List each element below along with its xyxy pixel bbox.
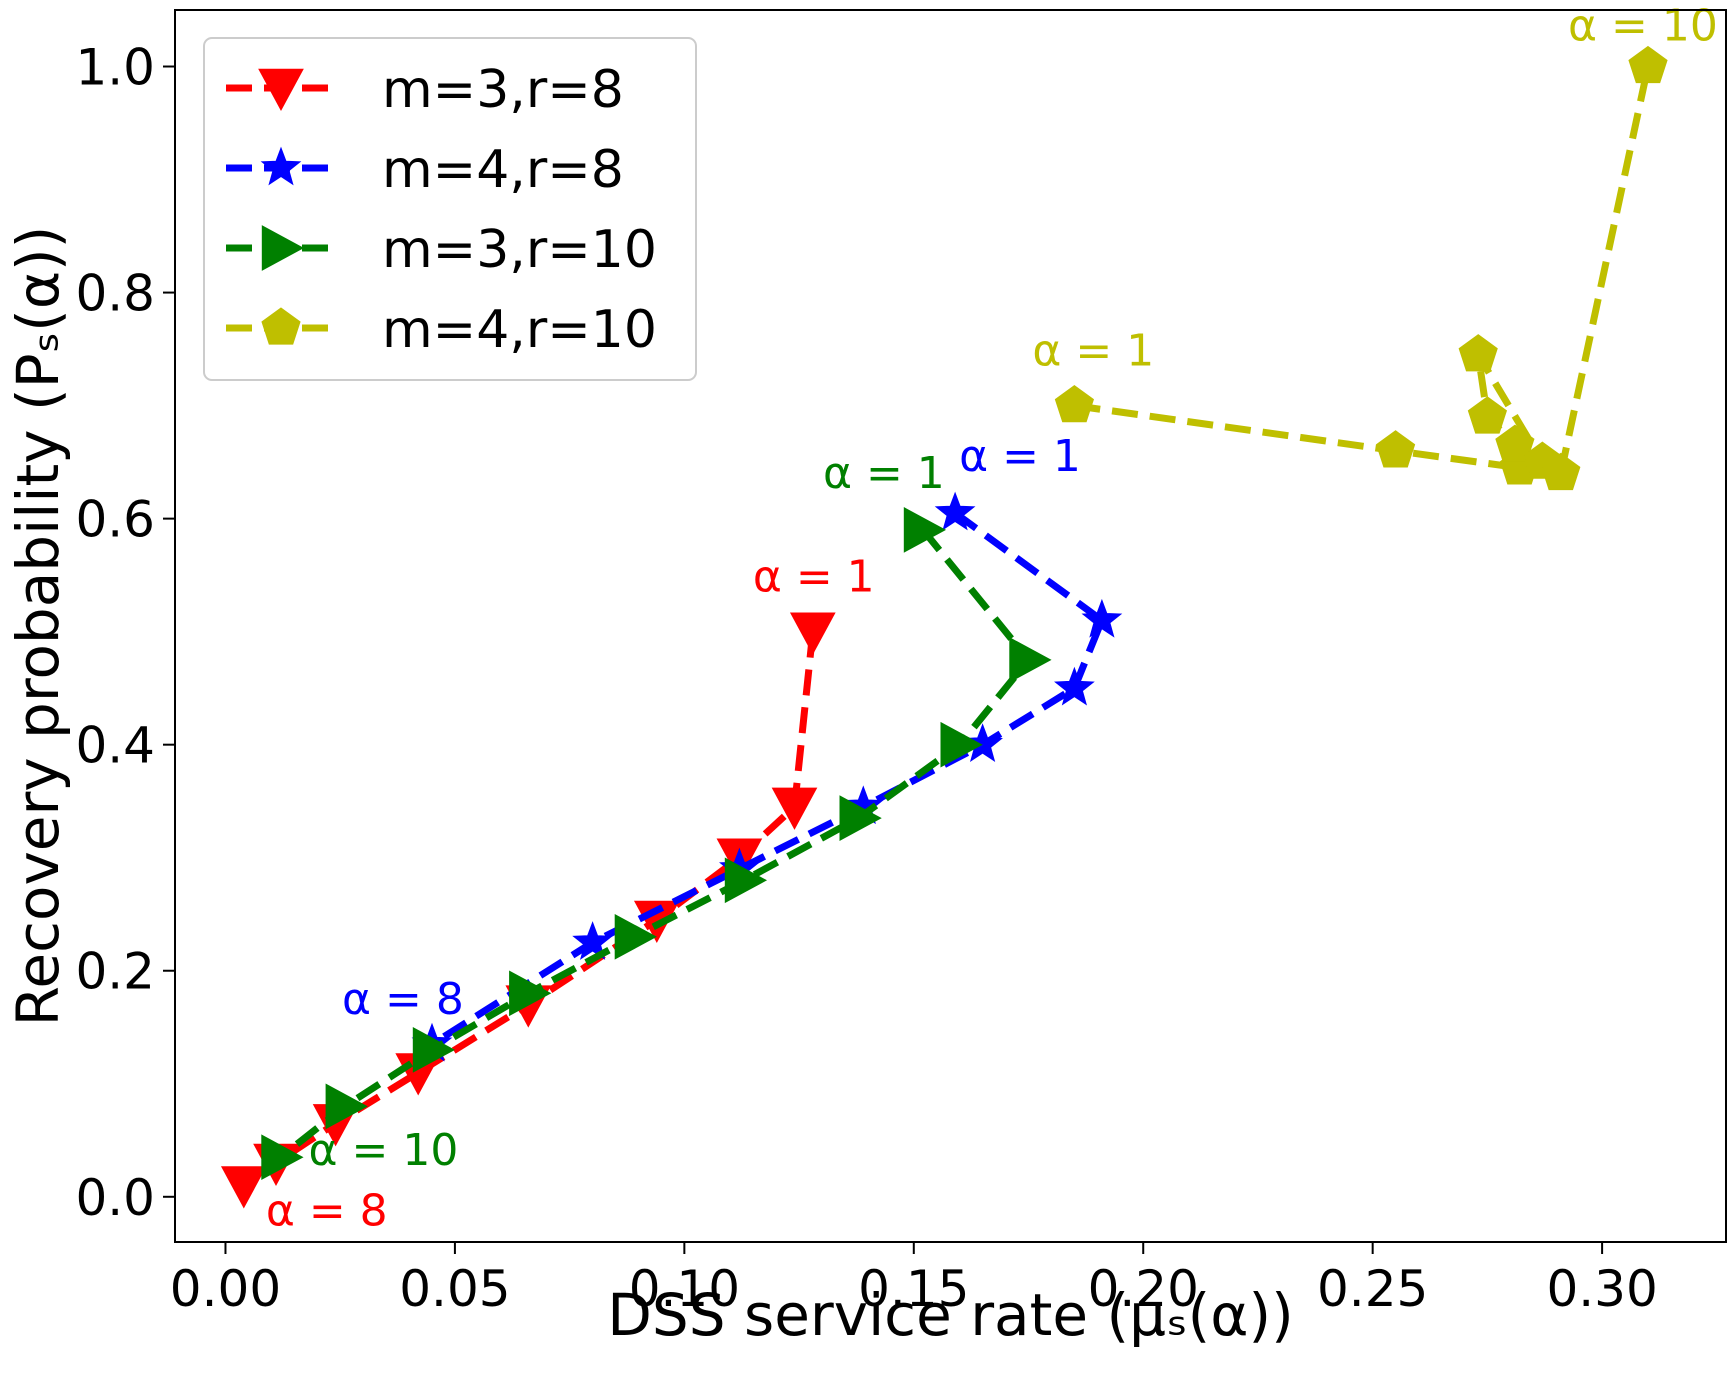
- series-line: [1073, 65, 1652, 477]
- data-point: [771, 787, 818, 830]
- data-point: [839, 795, 882, 841]
- data-point: [220, 1166, 267, 1209]
- legend-label: m=4,r=8: [382, 140, 624, 200]
- y-tick-label: 0.4: [75, 717, 155, 775]
- alpha-annotation: α = 1: [1032, 326, 1154, 377]
- x-tick-label: 0.20: [1088, 1260, 1199, 1318]
- series-line: [278, 527, 1032, 1160]
- alpha-annotation: α = 1: [753, 552, 875, 603]
- data-point: [1628, 45, 1668, 84]
- plot-frame: [174, 9, 1727, 1243]
- data-point: [934, 491, 976, 531]
- alpha-annotation: α = 8: [266, 1185, 388, 1236]
- y-tick-label: 0.2: [75, 943, 155, 1001]
- alpha-annotation: α = 10: [309, 1125, 459, 1176]
- x-tick-label: 0.00: [170, 1260, 281, 1318]
- x-axis-title: DSS service rate (μₛ(α)): [607, 1281, 1293, 1349]
- data-point: [572, 921, 613, 960]
- x-tick-label: 0.05: [399, 1260, 510, 1318]
- y-tick-label: 0.6: [75, 491, 155, 549]
- axes-layer: 0.00 0.05 0.10 0.15 0.20 0.25 0.30 0.0 0.2 0.4 0.6…: [75, 39, 1657, 1318]
- legend-box: [203, 37, 697, 381]
- data-point: [1054, 384, 1095, 423]
- data-point: [940, 721, 983, 768]
- legend-marker: [261, 225, 305, 271]
- x-tick-label: 0.30: [1546, 1260, 1657, 1318]
- y-tick-label: 0.0: [75, 1169, 155, 1227]
- data-point: [1541, 452, 1581, 491]
- data-point: [789, 612, 836, 655]
- data-point: [325, 1083, 368, 1130]
- legend-marker: [261, 307, 301, 345]
- data-point: [614, 913, 657, 960]
- x-tick-label: 0.15: [858, 1260, 969, 1318]
- data-point: [1009, 637, 1052, 683]
- data-point: [903, 507, 947, 553]
- data-point: [261, 1134, 304, 1181]
- y-axis-title: Recovery probability (Pₛ(α)): [4, 226, 72, 1027]
- data-point: [412, 1027, 456, 1073]
- data-point: [1495, 424, 1535, 462]
- data-point: [1467, 396, 1508, 434]
- x-tick-label: 0.25: [1317, 1260, 1428, 1318]
- alpha-annotation: α = 1: [823, 448, 945, 499]
- data-point: [1458, 334, 1498, 372]
- legend-label: m=4,r=10: [382, 300, 657, 360]
- plot-layer: α = 1 α = 8 α = 1 α = 8 α = 1 α = 10 α = 1 α = …: [220, 1, 1718, 1236]
- legend: m=3,r=8 m=4,r=8 m=3,r=10 m=4,r=10: [203, 37, 697, 381]
- legend-marker: [260, 146, 302, 186]
- alpha-annotation: α = 10: [1568, 1, 1718, 52]
- x-tick-label: 0.10: [629, 1260, 740, 1318]
- data-point: [1375, 430, 1416, 468]
- data-point: [724, 857, 768, 904]
- y-tick-label: 0.8: [75, 265, 155, 323]
- legend-label: m=3,r=8: [382, 60, 624, 120]
- alpha-annotation: α = 1: [959, 431, 1081, 482]
- data-point: [1081, 598, 1123, 638]
- alpha-annotation: α = 8: [342, 974, 464, 1025]
- data-point: [1054, 666, 1095, 706]
- y-tick-label: 1.0: [75, 39, 155, 97]
- legend-label: m=3,r=10: [382, 220, 657, 280]
- data-point: [509, 970, 552, 1017]
- legend-marker: [258, 68, 304, 112]
